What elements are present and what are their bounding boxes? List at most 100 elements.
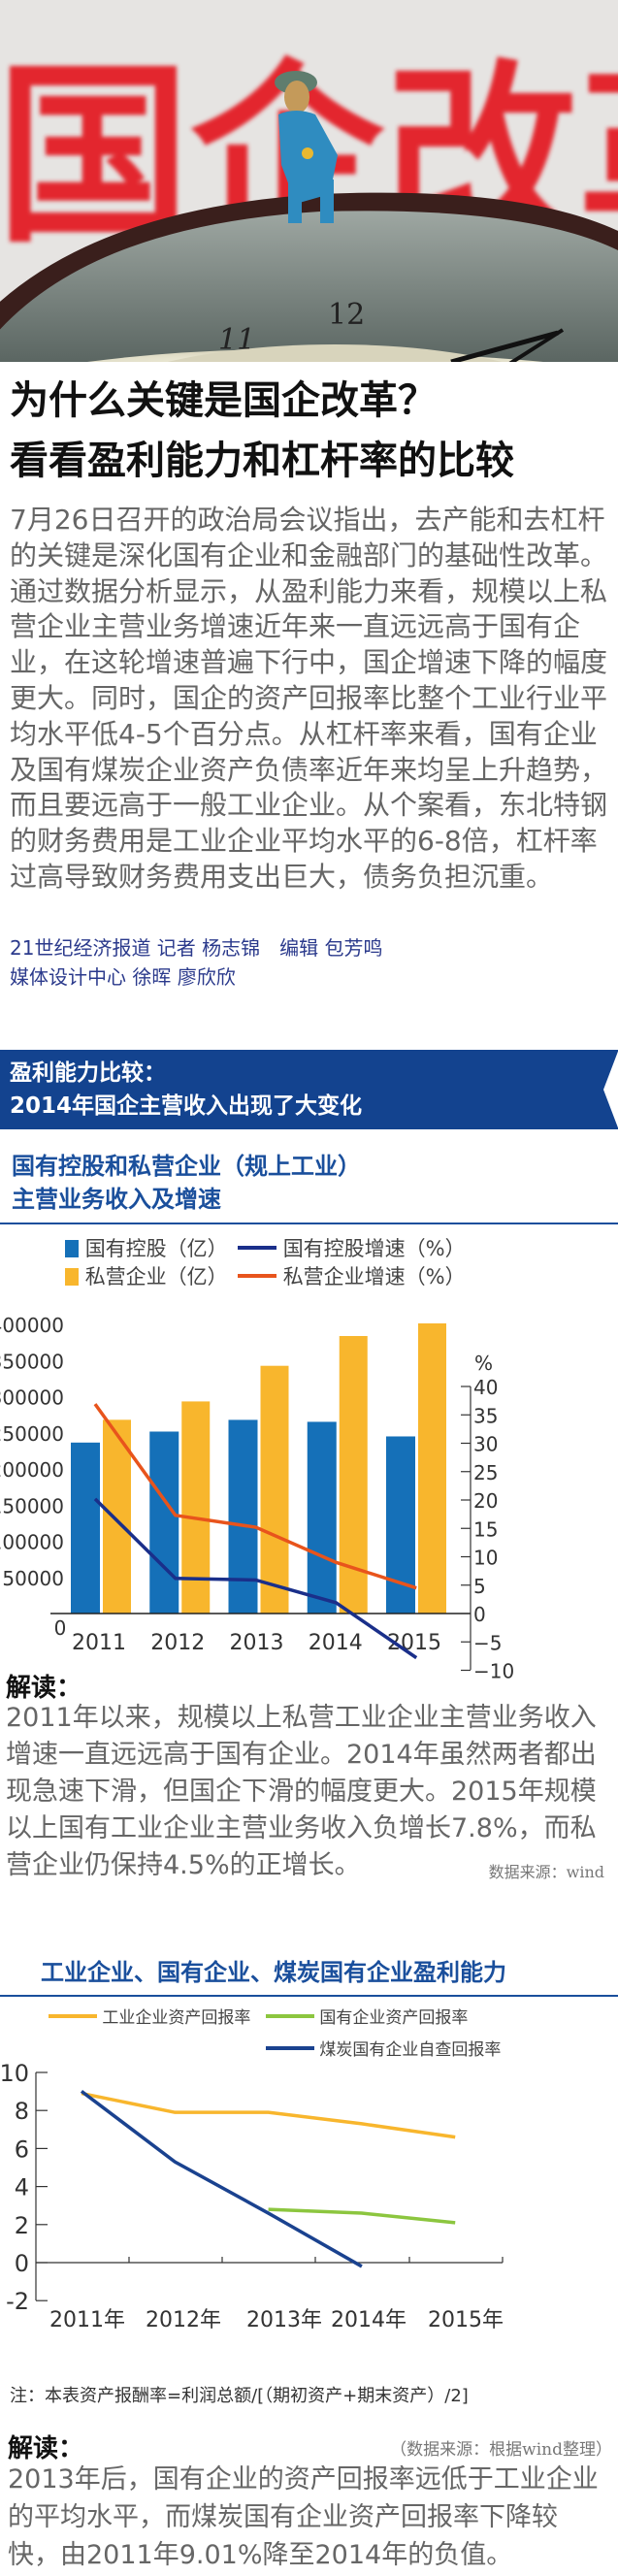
hero-photo: 国企改革 11 12 bbox=[0, 0, 618, 362]
legend-label: 私营企业（亿） bbox=[84, 1265, 228, 1288]
banner-line1: 盈利能力比较： bbox=[10, 1060, 166, 1086]
analysis1-heading: 解读： bbox=[6, 1674, 82, 1703]
figurine bbox=[275, 71, 338, 223]
legend-private-bar: 私营企业（亿） bbox=[65, 1263, 228, 1290]
bar-private-2013 bbox=[260, 1365, 289, 1614]
banner-line2: 2014年国企主营收入出现了大变化 bbox=[10, 1093, 363, 1119]
byline-design: 媒体设计中心 徐晖 廖欣欣 bbox=[10, 965, 236, 989]
left-axis-tick: 400000 bbox=[0, 1314, 64, 1337]
x-axis-label: 2013 bbox=[230, 1631, 284, 1655]
coal-roa-line bbox=[80, 2090, 363, 2268]
private-growth-line bbox=[93, 1403, 417, 1590]
y-axis-tick: 4 bbox=[15, 2174, 29, 2201]
intro-line: 均水平低4-5个百分点。从杠杆率来看，国有企业 bbox=[10, 717, 598, 750]
left-axis-tick: 250000 bbox=[0, 1422, 64, 1446]
y-axis-tick: 2 bbox=[15, 2212, 29, 2239]
right-axis-tick: 35 bbox=[473, 1404, 498, 1427]
byline: 21世纪经济报道 记者 杨志锦 编辑 包芳鸣 媒体设计中心 徐晖 廖欣欣 bbox=[10, 933, 383, 992]
right-axis-tick: 15 bbox=[473, 1517, 498, 1541]
legend-label: 国有控股（亿） bbox=[84, 1237, 228, 1260]
left-axis-tick: 150000 bbox=[0, 1494, 64, 1517]
bar-state-2011 bbox=[71, 1442, 100, 1614]
x-axis-label: 2011 bbox=[72, 1631, 126, 1655]
legend-label: 煤炭国有企业自查回报率 bbox=[319, 2040, 502, 2060]
y-axis-tick: -2 bbox=[6, 2288, 29, 2315]
bar-state-2013 bbox=[228, 1419, 258, 1614]
right-axis-tick: 20 bbox=[473, 1489, 498, 1513]
divider bbox=[0, 1995, 618, 1997]
bar-private-2011 bbox=[103, 1419, 131, 1614]
left-axis-tick: 200000 bbox=[0, 1458, 64, 1482]
chart1-revenue-growth: 4000003500003000002500002000001500001000… bbox=[0, 1314, 514, 1679]
x-axis-label: 2012 bbox=[150, 1631, 205, 1655]
soe-roa-line bbox=[268, 2207, 456, 2225]
analysis2-line: 快，由2011年9.01%降至2014年的负值。 bbox=[8, 2540, 513, 2570]
y-axis-tick: 6 bbox=[15, 2136, 29, 2163]
legend-label: 工业企业资产回报率 bbox=[102, 2008, 251, 2028]
intro-line: 通过数据分析显示，从盈利能力来看，规模以上私 bbox=[10, 574, 608, 607]
legend-label: 私营企业增速（%） bbox=[282, 1265, 466, 1288]
analysis2-line: 的平均水平，而煤炭国有企业资产回报率下降较 bbox=[8, 2502, 558, 2532]
legend-swatch bbox=[65, 1240, 79, 1257]
intro-line: 营企业主营业务增速近年来一直远远高于国有企 bbox=[10, 610, 581, 643]
x-axis-label: 2014年 bbox=[331, 2308, 407, 2332]
x-axis-label: 2015年 bbox=[428, 2308, 504, 2332]
left-axis-tick: 0 bbox=[54, 1616, 67, 1640]
x-axis-label: 2013年 bbox=[246, 2308, 322, 2332]
headline-line1: 为什么关键是国企改革？ bbox=[10, 378, 437, 423]
chart2-roa: 10 8 6 4 2 0 -2 2011年 2012年 2013年 2014年 2015年 bbox=[0, 2060, 504, 2332]
chart2-title: 工业企业、国有企业、煤炭国有企业盈利能力 bbox=[41, 1959, 506, 1986]
bar-private-2015 bbox=[418, 1322, 446, 1614]
legend-state-growth: 国有控股增速（%） bbox=[238, 1235, 466, 1262]
intro-line: 7月26日召开的政治局会议指出，去产能和去杠杆 bbox=[10, 504, 605, 536]
right-axis-tick: 5 bbox=[473, 1575, 486, 1598]
legend-swatch bbox=[238, 1246, 276, 1250]
legend-soe-roa: 国有企业资产回报率 bbox=[266, 2005, 468, 2032]
analysis1-text: 2011年以来，规模以上私营工业企业主营业务收入 增速一直远远高于国有企业。201… bbox=[6, 1700, 597, 1884]
divider bbox=[0, 1223, 618, 1224]
analysis1-line: 增速一直远远高于国有企业。2014年虽然两者都出 bbox=[6, 1740, 597, 1770]
right-axis-tick: −5 bbox=[473, 1631, 502, 1654]
headline: 为什么关键是国企改革？ 看看盈利能力和杠杆率的比较 bbox=[10, 371, 514, 491]
intro-paragraph: 7月26日召开的政治局会议指出，去产能和去杠杆 的关键是深化国有企业和金融部门的基… bbox=[10, 503, 607, 896]
analysis1-line: 2011年以来，规模以上私营工业企业主营业务收入 bbox=[6, 1703, 597, 1733]
headline-line2: 看看盈利能力和杠杆率的比较 bbox=[10, 439, 514, 483]
bar-state-2012 bbox=[149, 1431, 179, 1614]
x-axis-label: 2014 bbox=[309, 1631, 363, 1655]
intro-line: 及国有煤炭企业资产负债率近年来均呈上升趋势， bbox=[10, 753, 608, 786]
legend-coal-roa: 煤炭国有企业自查回报率 bbox=[266, 2037, 501, 2064]
intro-line: 过高导致财务费用支出巨大，债务负担沉重。 bbox=[10, 860, 554, 893]
legend-swatch bbox=[266, 2014, 314, 2018]
byline-reporter: 21世纪经济报道 记者 杨志锦 编辑 包芳鸣 bbox=[10, 936, 383, 960]
y-axis-tick: 8 bbox=[15, 2098, 29, 2125]
svg-text:11: 11 bbox=[218, 323, 255, 357]
analysis2-source: （数据来源：根据wind整理） bbox=[390, 2440, 612, 2460]
intro-line: 业，在这轮增速普遍下行中，国企增速下降的幅度 bbox=[10, 646, 608, 679]
right-axis-tick: 30 bbox=[473, 1433, 498, 1456]
chart1-title-line2: 主营业务收入及增速 bbox=[12, 1186, 221, 1213]
legend-private-growth: 私营企业增速（%） bbox=[238, 1263, 466, 1290]
industrial-roa-line bbox=[81, 2091, 456, 2139]
analysis1-line: 营企业仍保持4.5%的正增长。 bbox=[6, 1850, 361, 1880]
analysis2-line: 2013年后，国有企业的资产回报率远低于工业企业 bbox=[8, 2464, 599, 2494]
intro-line: 更大。同时，国企的资产回报率比整个工业行业平 bbox=[10, 681, 608, 714]
bar-state-2014 bbox=[307, 1421, 337, 1614]
right-axis-tick: 25 bbox=[473, 1461, 498, 1484]
right-axis-unit: % bbox=[474, 1352, 493, 1375]
left-axis-tick: 350000 bbox=[0, 1350, 64, 1373]
legend-swatch bbox=[266, 2046, 314, 2050]
left-axis-tick: 50000 bbox=[2, 1567, 64, 1590]
section-banner: 盈利能力比较： 2014年国企主营收入出现了大变化 bbox=[0, 1050, 618, 1129]
formula-note: 注：本表资产报酬率=利润总额/[（期初资产+期末资产）/2] bbox=[10, 2386, 469, 2406]
legend-label: 国有控股增速（%） bbox=[282, 1237, 466, 1260]
legend-industrial-roa: 工业企业资产回报率 bbox=[49, 2005, 250, 2032]
chart1-title-line1: 国有控股和私营企业（规上工业） bbox=[12, 1153, 361, 1180]
analysis2-heading: 解读： bbox=[8, 2434, 84, 2463]
bar-private-2012 bbox=[181, 1401, 211, 1614]
chart1-title: 国有控股和私营企业（规上工业） 主营业务收入及增速 bbox=[12, 1150, 361, 1216]
legend-swatch bbox=[238, 1274, 276, 1278]
analysis1-source: 数据来源：wind bbox=[488, 1863, 604, 1881]
legend-swatch bbox=[49, 2014, 97, 2018]
intro-line: 的关键是深化国有企业和金融部门的基础性改革。 bbox=[10, 538, 608, 571]
analysis1-line: 以上国有工业企业主营业务收入负增长7.8%，而私 bbox=[6, 1813, 597, 1843]
